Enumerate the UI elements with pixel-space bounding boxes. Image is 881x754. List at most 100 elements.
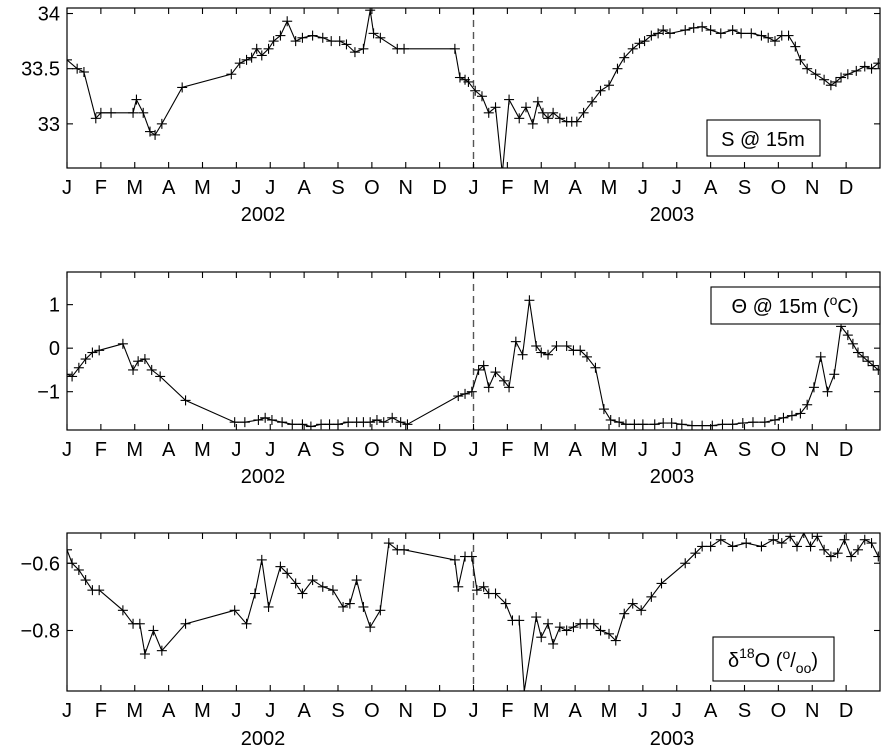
d18o-data-point bbox=[646, 591, 657, 602]
d18o-data-point bbox=[466, 551, 477, 562]
d18o-data-point bbox=[156, 645, 167, 656]
salinity-data-point bbox=[825, 80, 836, 91]
d18o-legend-tail: ) bbox=[811, 650, 818, 672]
d18o-data-point bbox=[727, 541, 738, 552]
salinity-data-point bbox=[78, 67, 89, 77]
temperature-data-point bbox=[842, 330, 853, 341]
salinity-data-point bbox=[587, 96, 598, 107]
temperature-data-point bbox=[822, 386, 833, 397]
salinity-xtick-label: A bbox=[162, 177, 176, 199]
d18o-xtick-label: J bbox=[672, 700, 682, 722]
d18o-legend-sup: 18 bbox=[739, 645, 755, 661]
d18o-data-point bbox=[73, 564, 84, 575]
temperature-xtick-label: O bbox=[364, 439, 380, 461]
d18o-xtick-label: J bbox=[62, 700, 72, 722]
temperature-data-point bbox=[697, 420, 708, 430]
salinity-data-point bbox=[543, 113, 554, 124]
d18o-data-point bbox=[776, 538, 787, 549]
temperature-data-point bbox=[402, 419, 413, 430]
temperature-data-point bbox=[598, 404, 609, 415]
d18o-xtick-label: D bbox=[839, 700, 853, 722]
temperature-data-point bbox=[324, 419, 335, 430]
temperature-data-point bbox=[146, 364, 157, 375]
temperature-data-point bbox=[620, 419, 631, 430]
salinity-data-point bbox=[639, 36, 650, 47]
d18o-xtick-label: M bbox=[601, 700, 618, 722]
salinity-data-point bbox=[763, 32, 774, 43]
temperature-xtick-label: S bbox=[331, 439, 344, 461]
d18o-data-point bbox=[117, 605, 128, 616]
salinity-data-point bbox=[514, 113, 525, 124]
temperature-data-point bbox=[536, 347, 547, 358]
salinity-xtick-label: J bbox=[231, 177, 241, 199]
temperature-data-point bbox=[67, 371, 78, 382]
temperature-xtick-label: F bbox=[95, 439, 107, 461]
temperature-xtick-label: A bbox=[162, 439, 176, 461]
d18o-data-point bbox=[297, 588, 308, 599]
salinity-xtick-label: A bbox=[704, 177, 718, 199]
salinity-data-point bbox=[851, 65, 862, 76]
salinity-data-point bbox=[138, 107, 149, 118]
salinity-data-point bbox=[256, 50, 267, 61]
temperature-data-point bbox=[229, 417, 240, 428]
temperature-data-point bbox=[316, 419, 327, 430]
d18o-data-point bbox=[471, 585, 482, 596]
temperature-data-point bbox=[686, 420, 697, 430]
salinity-plot-layer bbox=[67, 8, 880, 168]
temperature-xtick-label: M bbox=[126, 439, 143, 461]
temperature-xtick-label: D bbox=[839, 439, 853, 461]
salinity-data-point bbox=[454, 72, 465, 83]
temperature-data-point bbox=[868, 360, 879, 371]
temperature-data-point bbox=[498, 375, 509, 386]
salinity-data-point bbox=[307, 30, 318, 41]
d18o-data-point bbox=[825, 551, 836, 562]
d18o-data-point bbox=[514, 615, 525, 626]
salinity-series-group bbox=[67, 8, 880, 168]
salinity-ytick-label: 34 bbox=[38, 4, 60, 26]
temperature-data-point bbox=[629, 419, 640, 430]
d18o-xtick-label: J bbox=[231, 700, 241, 722]
salinity-data-point bbox=[275, 30, 286, 41]
salinity-data-point bbox=[537, 107, 548, 118]
temperature-data-point bbox=[658, 418, 669, 429]
d18o-data-point bbox=[873, 551, 880, 562]
temperature-data-point bbox=[737, 418, 748, 429]
salinity-data-point bbox=[619, 52, 630, 63]
d18o-data-point bbox=[852, 544, 863, 555]
salinity-xtick-label: S bbox=[738, 177, 751, 199]
d18o-legend: δ18O (o/oo) bbox=[712, 636, 835, 682]
d18o-data-point bbox=[282, 568, 293, 579]
d18o-data-point bbox=[705, 541, 716, 552]
temperature-xtick-label: J bbox=[231, 439, 241, 461]
temperature-data-point bbox=[87, 347, 98, 358]
d18o-ytick-label: −0.8 bbox=[21, 620, 60, 642]
salinity-xtick-label: J bbox=[265, 177, 275, 199]
salinity-xtick-label: O bbox=[771, 177, 787, 199]
salinity-xtick-label: N bbox=[805, 177, 819, 199]
d18o-legend-frac-den: oo bbox=[796, 660, 812, 676]
temperature-data-point bbox=[139, 354, 150, 365]
d18o-data-point bbox=[543, 618, 554, 629]
d18o-data-point bbox=[229, 605, 240, 616]
temperature-xtick-label: M bbox=[601, 439, 618, 461]
temperature-data-point bbox=[605, 414, 616, 425]
d18o-xtick-label: S bbox=[738, 700, 751, 722]
temperature-data-point bbox=[387, 412, 398, 423]
salinity-data-point bbox=[578, 107, 589, 118]
d18o-xtick-label: S bbox=[331, 700, 344, 722]
temperature-data-point bbox=[707, 420, 718, 430]
temperature-xtick-label: D bbox=[432, 439, 446, 461]
temperature-data-point bbox=[517, 349, 528, 360]
d18o-data-point bbox=[536, 632, 547, 643]
salinity-xtick-label: M bbox=[126, 177, 143, 199]
salinity-xtick-label: A bbox=[297, 177, 311, 199]
d18o-data-point bbox=[80, 575, 91, 586]
d18o-data-point bbox=[798, 533, 809, 538]
salinity-ytick-label: 33 bbox=[38, 114, 60, 136]
d18o-year-label-2003: 2003 bbox=[650, 728, 695, 750]
d18o-data-point bbox=[548, 638, 559, 649]
d18o-data-point bbox=[453, 581, 464, 592]
temperature-data-point bbox=[73, 362, 84, 373]
temperature-xtick-label: A bbox=[704, 439, 718, 461]
d18o-data-point bbox=[805, 541, 816, 552]
